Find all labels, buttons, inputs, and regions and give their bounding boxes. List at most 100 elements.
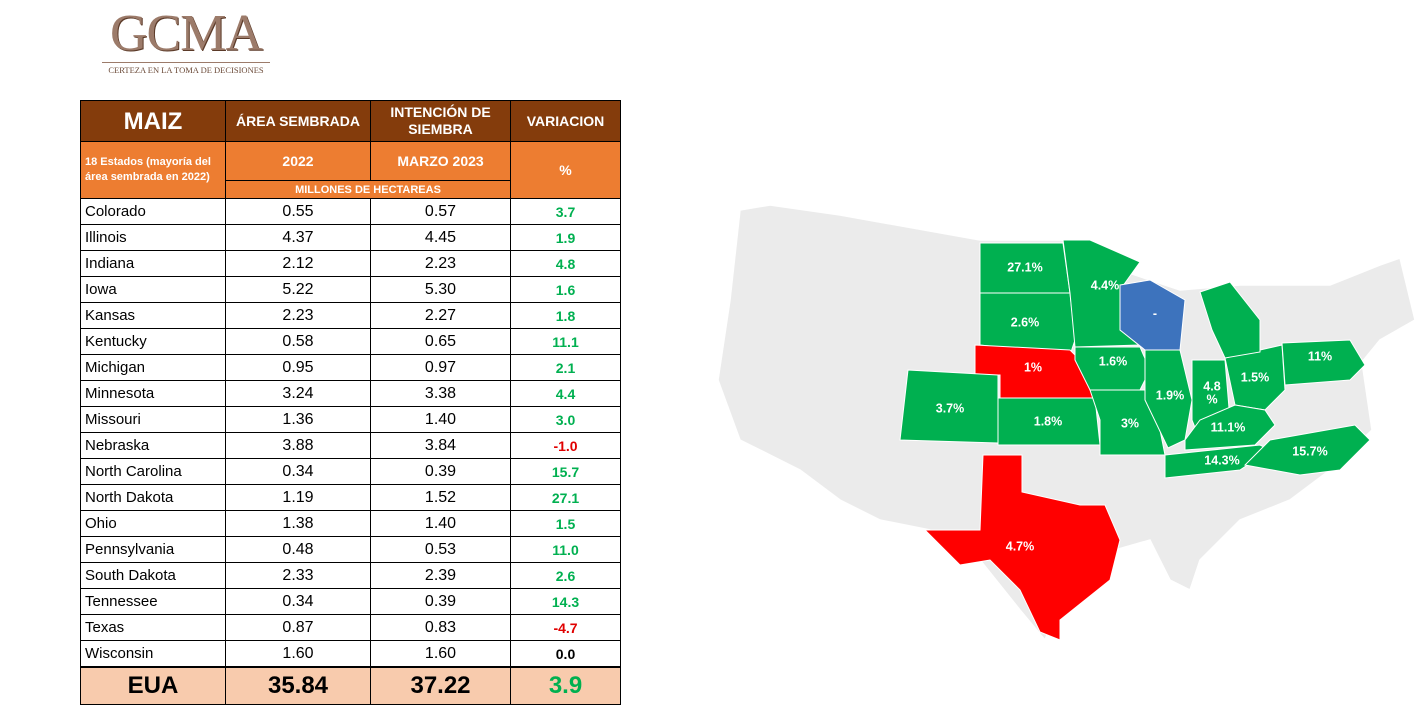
value-cell: 0.95 <box>225 354 371 381</box>
state-cell: Indiana <box>80 250 226 277</box>
variation-cell: 1.5 <box>510 510 621 537</box>
state-label: 4.4% <box>1091 278 1120 292</box>
corn-table: MAIZ ÁREA SEMBRADA INTENCIÓN DE SIEMBRA … <box>80 100 621 705</box>
variation-cell: 3.0 <box>510 406 621 433</box>
state-label: 4.8 <box>1203 379 1220 393</box>
state-shape <box>1243 424 1371 476</box>
header-cell: 2022 <box>225 141 371 181</box>
variation-cell: 14.3 <box>510 588 621 615</box>
value-cell: 2.12 <box>225 250 371 277</box>
state-cell: Kansas <box>80 302 226 329</box>
state-label: 1.8% <box>1034 414 1063 428</box>
value-cell: 0.53 <box>370 536 511 563</box>
state-shape <box>923 454 1121 641</box>
value-cell: 3.38 <box>370 380 511 407</box>
variation-cell: 1.9 <box>510 224 621 251</box>
value-cell: 1.38 <box>225 510 371 537</box>
variation-cell: 11.1 <box>510 328 621 355</box>
variation-cell: 3.9 <box>510 666 621 705</box>
value-cell: 0.65 <box>370 328 511 355</box>
state-label: 11.1% <box>1211 420 1246 434</box>
state-cell: EUA <box>80 666 226 705</box>
table-row: Missouri 1.36 1.40 3.0 <box>80 406 621 433</box>
value-cell: 0.97 <box>370 354 511 381</box>
state-label: 1.5% <box>1241 370 1270 384</box>
variation-cell: -4.7 <box>510 614 621 641</box>
value-cell: 1.19 <box>225 484 371 511</box>
table-row: North Dakota 1.19 1.52 27.1 <box>80 484 621 511</box>
state-label: 27.1% <box>1007 260 1042 274</box>
state-cell: Iowa <box>80 276 226 303</box>
logo: GCMA CERTEZA EN LA TOMA DE DECISIONES <box>96 6 276 75</box>
state-cell: Michigan <box>80 354 226 381</box>
state-label: 1.6% <box>1099 354 1128 368</box>
variation-cell: 1.6 <box>510 276 621 303</box>
state-cell: Colorado <box>80 198 226 225</box>
value-cell: 1.36 <box>225 406 371 433</box>
us-map: 27.1% 2.6% 1% 1.8% 3.7% 4.7% 4.4% - 1.6% 3% 1.9% 4.… <box>717 204 1416 642</box>
state-cell: Wisconsin <box>80 640 226 668</box>
state-label: 15.7% <box>1292 444 1327 458</box>
value-cell: 0.55 <box>225 198 371 225</box>
header-cell: 18 Estados (mayoría del área sembrada en… <box>80 141 226 199</box>
value-cell: 0.58 <box>225 328 371 355</box>
header-row: 18 Estados (mayoría del área sembrada en… <box>80 141 621 199</box>
variation-cell: 4.8 <box>510 250 621 277</box>
variation-cell: 1.8 <box>510 302 621 329</box>
header-cell: VARIACION <box>510 100 621 142</box>
table-row: Kansas 2.23 2.27 1.8 <box>80 302 621 329</box>
state-label: 2.6% <box>1011 315 1040 329</box>
header-cell: ÁREA SEMBRADA <box>225 100 371 142</box>
state-shape <box>979 292 1076 356</box>
value-cell: 1.40 <box>370 406 511 433</box>
value-cell: 5.30 <box>370 276 511 303</box>
value-cell: 1.60 <box>225 640 371 668</box>
state-shape <box>1184 404 1276 451</box>
value-cell: 3.84 <box>370 432 511 459</box>
state-cell: South Dakota <box>80 562 226 589</box>
value-cell: 2.27 <box>370 302 511 329</box>
state-label: 3.7% <box>936 401 965 415</box>
state-cell: North Dakota <box>80 484 226 511</box>
value-cell: 2.39 <box>370 562 511 589</box>
header-cell: MAIZ <box>80 100 226 142</box>
header-cell: % <box>510 141 621 199</box>
value-cell: 0.83 <box>370 614 511 641</box>
value-cell: 1.40 <box>370 510 511 537</box>
state-cell: Pennsylvania <box>80 536 226 563</box>
table-row: Ohio 1.38 1.40 1.5 <box>80 510 621 537</box>
value-cell: 37.22 <box>370 666 511 705</box>
variation-cell: 0.0 <box>510 640 621 668</box>
header-row: MILLONES DE HECTAREAS <box>81 180 621 199</box>
state-label: - <box>1153 306 1157 320</box>
logo-tagline: CERTEZA EN LA TOMA DE DECISIONES <box>102 62 270 75</box>
header-cell: MARZO 2023 <box>370 141 511 181</box>
value-cell: 0.48 <box>225 536 371 563</box>
value-cell: 2.23 <box>225 302 371 329</box>
table-row: Wisconsin 1.60 1.60 0.0 <box>80 640 621 668</box>
table-row: Michigan 0.95 0.97 2.1 <box>80 354 621 381</box>
value-cell: 0.34 <box>225 588 371 615</box>
table-row: Nebraska 3.88 3.84 -1.0 <box>80 432 621 459</box>
state-cell: North Carolina <box>80 458 226 485</box>
value-cell: 0.87 <box>225 614 371 641</box>
variation-cell: 15.7 <box>510 458 621 485</box>
state-cell: Kentucky <box>80 328 226 355</box>
value-cell: 1.60 <box>370 640 511 668</box>
value-cell: 0.34 <box>225 458 371 485</box>
variation-cell: 2.1 <box>510 354 621 381</box>
value-cell: 35.84 <box>225 666 371 705</box>
table-row: Colorado 0.55 0.57 3.7 <box>80 198 621 225</box>
table-row: Minnesota 3.24 3.38 4.4 <box>80 380 621 407</box>
state-label: 4.7% <box>1006 539 1035 553</box>
table-body: Colorado 0.55 0.57 3.7 Illinois 4.37 4.45 1.9 In… <box>80 198 621 705</box>
state-cell: Missouri <box>80 406 226 433</box>
state-cell: Minnesota <box>80 380 226 407</box>
table-row: Indiana 2.12 2.23 4.8 <box>80 250 621 277</box>
value-cell: 2.33 <box>225 562 371 589</box>
state-cell: Nebraska <box>80 432 226 459</box>
header-row: MAIZ ÁREA SEMBRADA INTENCIÓN DE SIEMBRA … <box>80 100 621 142</box>
total-row: EUA 35.84 37.22 3.9 <box>80 666 621 705</box>
state-cell: Ohio <box>80 510 226 537</box>
states: 27.1% 2.6% 1% 1.8% 3.7% 4.7% 4.4% - 1.6% 3% 1.9% 4.… <box>899 239 1371 641</box>
